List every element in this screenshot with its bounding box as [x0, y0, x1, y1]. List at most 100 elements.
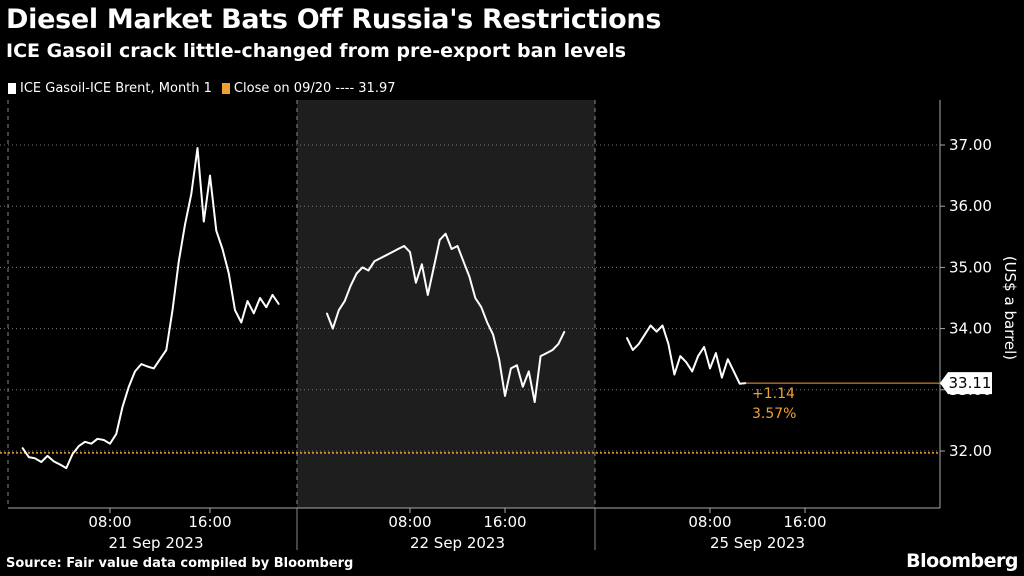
data-point [134, 370, 136, 373]
legend-series-label: ICE Gasoil-ICE Brent, Month 1 [20, 80, 212, 96]
data-point [96, 437, 99, 440]
data-point [421, 263, 423, 266]
data-point [632, 349, 634, 351]
data-point [522, 385, 524, 388]
y-tick-label: 36.00 [949, 197, 992, 215]
data-point [332, 327, 334, 330]
series-line-segment [21, 147, 280, 470]
data-point [379, 257, 382, 260]
data-point [468, 275, 471, 278]
data-point [252, 312, 255, 315]
data-point [691, 370, 693, 373]
data-point [480, 306, 483, 308]
data-point [551, 349, 554, 351]
data-point [539, 355, 542, 357]
data-point [77, 445, 80, 447]
legend: ICE Gasoil-ICE Brent, Month 1 Close on 0… [8, 79, 396, 97]
x-tick-label: 16:00 [783, 513, 826, 531]
data-point [40, 461, 43, 463]
data-point [343, 300, 346, 302]
data-point [498, 358, 500, 361]
data-point [444, 232, 447, 235]
data-point [533, 401, 536, 403]
data-point [171, 309, 174, 312]
x-date-label: 22 Sep 2023 [410, 534, 505, 552]
x-tick-label: 16:00 [188, 513, 231, 531]
change-absolute-label: +1.14 [752, 386, 795, 402]
y-tick-label: 32.00 [949, 442, 992, 460]
data-point [655, 330, 658, 333]
data-point [115, 433, 118, 435]
data-point [563, 330, 566, 333]
data-point [637, 343, 640, 345]
y-tick-label: 34.00 [949, 320, 992, 338]
data-point [721, 376, 723, 379]
last-value-label: 33.11 [949, 374, 992, 392]
data-point [65, 467, 68, 469]
data-point [84, 441, 86, 443]
data-point [732, 370, 735, 373]
data-point [165, 349, 168, 351]
data-point [727, 358, 729, 361]
data-point [427, 294, 429, 296]
chart-subtitle: ICE Gasoil crack little-changed from pre… [6, 40, 627, 62]
data-point [34, 457, 36, 460]
data-point [397, 248, 399, 250]
data-point [438, 239, 441, 241]
x-tick-label: 08:00 [88, 513, 131, 531]
data-point [709, 367, 711, 370]
data-point [697, 355, 699, 357]
data-point [661, 324, 664, 327]
data-point [667, 343, 670, 345]
data-point [462, 260, 465, 263]
data-point [177, 260, 180, 263]
data-point [715, 352, 717, 354]
data-point [367, 269, 370, 272]
data-point [109, 442, 111, 445]
data-point [516, 364, 518, 367]
x-tick-label: 08:00 [388, 513, 431, 531]
data-point [146, 365, 149, 368]
data-point [409, 251, 411, 253]
data-point [259, 297, 261, 299]
data-point [71, 453, 74, 455]
data-point [415, 281, 417, 284]
data-point [121, 406, 124, 408]
data-point [649, 324, 652, 327]
data-point [271, 294, 274, 296]
data-point [246, 300, 249, 302]
data-point [361, 266, 364, 269]
legend-item-series: ICE Gasoil-ICE Brent, Month 1 [8, 81, 212, 96]
data-point [450, 248, 453, 250]
data-point [277, 303, 280, 305]
x-date-label: 25 Sep 2023 [710, 534, 805, 552]
data-point [221, 248, 224, 250]
data-point [190, 193, 193, 195]
y-axis-title: (US$ a barrel) [1001, 256, 1019, 360]
data-point [456, 245, 459, 247]
reference-swatch [221, 82, 230, 94]
data-point [492, 333, 494, 336]
data-point [159, 358, 161, 361]
y-tick-label: 37.00 [949, 136, 992, 154]
data-point [391, 251, 393, 253]
y-tick-label: 35.00 [949, 258, 992, 276]
x-tick-label: 16:00 [483, 513, 526, 531]
data-point [385, 254, 388, 256]
data-point [127, 385, 130, 388]
data-point [202, 220, 205, 223]
chart-title: Diesel Market Bats Off Russia's Restrict… [6, 4, 662, 35]
data-point [196, 147, 199, 149]
x-date-label: 21 Sep 2023 [108, 534, 203, 552]
data-point [355, 272, 358, 275]
change-percent-label: 3.57% [752, 406, 796, 422]
data-point [557, 343, 560, 345]
data-point [27, 456, 30, 458]
data-point [474, 297, 477, 299]
data-point [349, 284, 352, 287]
data-point [240, 321, 243, 324]
x-tick-label: 08:00 [688, 513, 731, 531]
data-point [510, 367, 512, 370]
data-point [152, 367, 155, 370]
